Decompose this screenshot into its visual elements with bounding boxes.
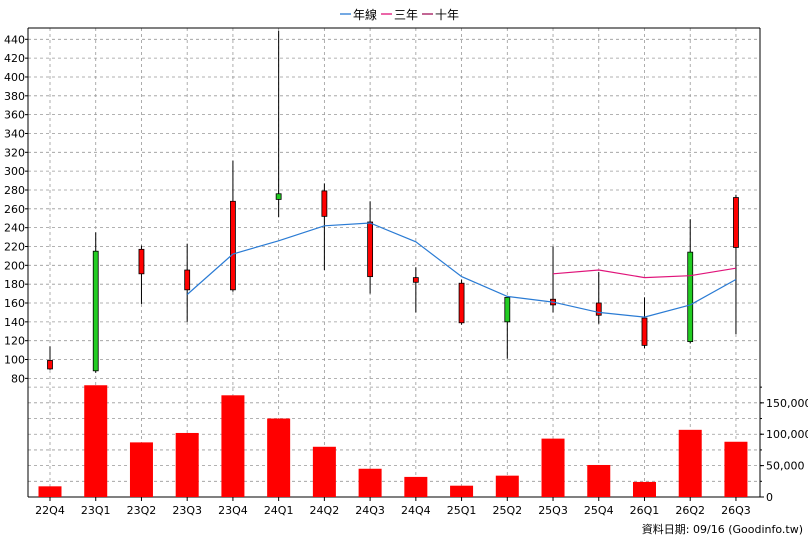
x-axis: 22Q4 23Q1 23Q2 23Q3 23Q4 24Q1 24Q2 24Q3 24Q4 25Q1… <box>35 497 751 517</box>
volume-bar <box>450 485 474 497</box>
volume-bar <box>267 418 291 497</box>
price-tick-label: 240 <box>4 222 25 235</box>
x-tick-label: 24Q2 <box>310 504 340 517</box>
volume-bar <box>724 441 748 497</box>
candle-body <box>641 317 648 346</box>
x-tick-label: 25Q4 <box>584 504 614 517</box>
candle-body <box>504 296 511 323</box>
volume-tick-label: 50,000 <box>766 460 805 473</box>
x-tick-label: 26Q2 <box>675 504 705 517</box>
plot-frame <box>27 27 761 498</box>
x-tick-label: 25Q2 <box>492 504 522 517</box>
volume-tick-label: 0 <box>766 491 773 504</box>
price-tick-label: 80 <box>11 372 25 385</box>
price-tick-label: 300 <box>4 165 25 178</box>
price-tick-label: 140 <box>4 316 25 329</box>
candle-body <box>47 360 53 370</box>
x-tick-label: 26Q1 <box>630 504 660 517</box>
x-tick-label: 23Q3 <box>172 504 202 517</box>
x-tick-label: 24Q4 <box>401 504 431 517</box>
price-tick-label: 320 <box>4 146 25 159</box>
legend-label: 三年 <box>394 8 418 22</box>
price-candles <box>47 30 739 373</box>
volume-bar <box>312 446 336 497</box>
volume-tick-label: 100,000 <box>766 428 808 441</box>
candle-body <box>321 190 328 217</box>
volume-tick-label: 150,000 <box>766 397 808 410</box>
price-tick-label: 420 <box>4 52 25 65</box>
price-tick-label: 340 <box>4 127 25 140</box>
volume-bar <box>404 476 428 497</box>
x-tick-label: 23Q1 <box>81 504 111 517</box>
candle-body <box>733 197 739 248</box>
x-tick-label: 26Q3 <box>721 504 751 517</box>
volume-bar <box>129 442 153 497</box>
volume-axis: 0 50,000 100,000 150,000 <box>760 386 808 504</box>
candle-body <box>367 221 374 278</box>
candle-body <box>92 250 99 372</box>
price-tick-label: 440 <box>4 33 25 46</box>
candle-body <box>458 282 465 324</box>
candle-body <box>275 193 282 200</box>
moving-average-lines <box>186 222 737 318</box>
series-line <box>552 267 736 279</box>
price-axis: 80 100 120 140 160 180 200 220 240 260 280 300 320 34… <box>4 33 28 385</box>
x-tick-label: 24Q3 <box>355 504 385 517</box>
volume-bar <box>221 395 245 497</box>
volume-bar <box>541 438 565 497</box>
data-date-footer: 資料日期: 09/16 (Goodinfo.tw) <box>642 522 803 536</box>
legend-label: 十年 <box>435 8 459 22</box>
price-tick-label: 220 <box>4 240 25 253</box>
price-tick-label: 400 <box>4 71 25 84</box>
price-tick-label: 280 <box>4 184 25 197</box>
candle-body <box>687 251 694 343</box>
volume-bar <box>632 481 656 497</box>
volume-bars <box>38 385 748 497</box>
series-line <box>186 222 737 318</box>
volume-bar <box>175 432 199 497</box>
candle-body <box>184 269 191 291</box>
x-tick-label: 22Q4 <box>35 504 65 517</box>
volume-bar <box>587 464 611 497</box>
price-tick-label: 180 <box>4 278 25 291</box>
candle-body <box>138 248 145 275</box>
price-tick-label: 360 <box>4 109 25 122</box>
volume-bar <box>678 429 702 497</box>
legend-label: 年線 <box>353 7 377 22</box>
x-tick-label: 23Q4 <box>218 504 248 517</box>
grid-lines <box>28 28 760 497</box>
price-tick-label: 260 <box>4 203 25 216</box>
x-tick-label: 25Q3 <box>538 504 568 517</box>
volume-bar <box>495 475 519 497</box>
candle-body <box>230 200 236 291</box>
price-tick-label: 160 <box>4 297 25 310</box>
x-tick-label: 24Q1 <box>264 504 294 517</box>
volume-bar <box>84 385 108 497</box>
price-tick-label: 100 <box>4 354 25 367</box>
candle-body <box>595 302 602 316</box>
volume-bar <box>358 468 382 497</box>
price-tick-label: 200 <box>4 259 25 272</box>
chart-legend: 年線 三年 十年 <box>340 7 459 22</box>
volume-bar <box>38 486 62 497</box>
x-tick-label: 23Q2 <box>127 504 157 517</box>
price-tick-label: 120 <box>4 335 25 348</box>
candle-body <box>412 277 419 283</box>
x-tick-label: 25Q1 <box>447 504 477 517</box>
price-tick-label: 380 <box>4 90 25 103</box>
